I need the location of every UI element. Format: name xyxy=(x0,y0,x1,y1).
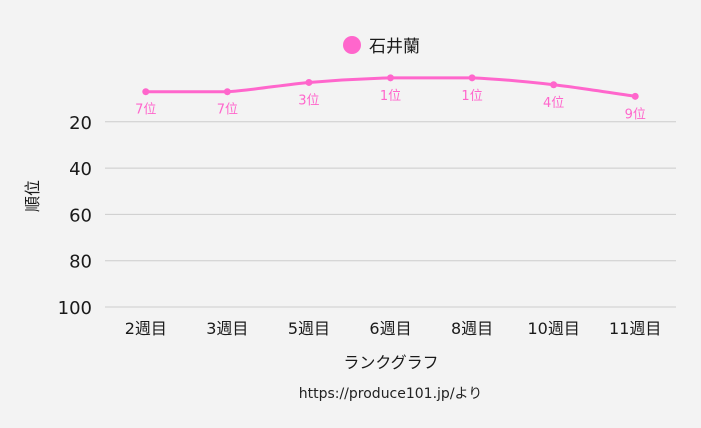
data-label: 1位 xyxy=(380,89,401,104)
x-tick-label: 10週目 xyxy=(527,319,579,338)
y-tick-label: 100 xyxy=(58,298,92,319)
x-tick-label: 11週目 xyxy=(609,319,661,338)
x-axis-label: ランクグラフ xyxy=(343,353,438,372)
data-label: 7位 xyxy=(135,103,156,118)
x-tick-label: 3週目 xyxy=(206,319,248,338)
y-tick-labels: 20 40 60 80 100 xyxy=(58,113,92,319)
data-point xyxy=(387,74,394,82)
series-layer: 7位 7位 3位 1位 1位 4位 9位 xyxy=(135,74,646,122)
y-tick-label: 40 xyxy=(69,159,92,180)
data-point xyxy=(631,92,639,100)
data-point xyxy=(305,78,313,86)
y-tick-label: 80 xyxy=(69,252,92,273)
y-tick-label: 60 xyxy=(69,205,92,226)
data-label: 3位 xyxy=(298,93,319,108)
legend-swatch-icon xyxy=(343,35,361,54)
x-tick-label: 8週目 xyxy=(451,319,493,338)
data-label: 4位 xyxy=(543,96,564,111)
legend-label: 石井蘭 xyxy=(369,37,420,57)
x-tick-label: 2週目 xyxy=(125,319,167,338)
x-tick-labels: 2週目 3週目 5週目 6週目 8週目 10週目 11週目 xyxy=(125,319,662,338)
source-note: https://produce101.jp/より xyxy=(298,386,483,402)
data-point xyxy=(223,88,231,96)
y-axis-label: 順位 xyxy=(23,180,42,212)
data-point xyxy=(468,74,476,82)
data-label: 7位 xyxy=(217,103,238,118)
legend: 石井蘭 xyxy=(343,32,420,57)
x-tick-label: 5週目 xyxy=(288,319,330,338)
data-point xyxy=(550,81,558,89)
y-tick-label: 20 xyxy=(69,113,92,134)
grid-lines xyxy=(105,121,676,308)
data-label: 1位 xyxy=(461,89,482,104)
data-point xyxy=(142,88,150,96)
x-tick-label: 6週目 xyxy=(369,319,411,338)
data-label: 9位 xyxy=(625,107,646,122)
